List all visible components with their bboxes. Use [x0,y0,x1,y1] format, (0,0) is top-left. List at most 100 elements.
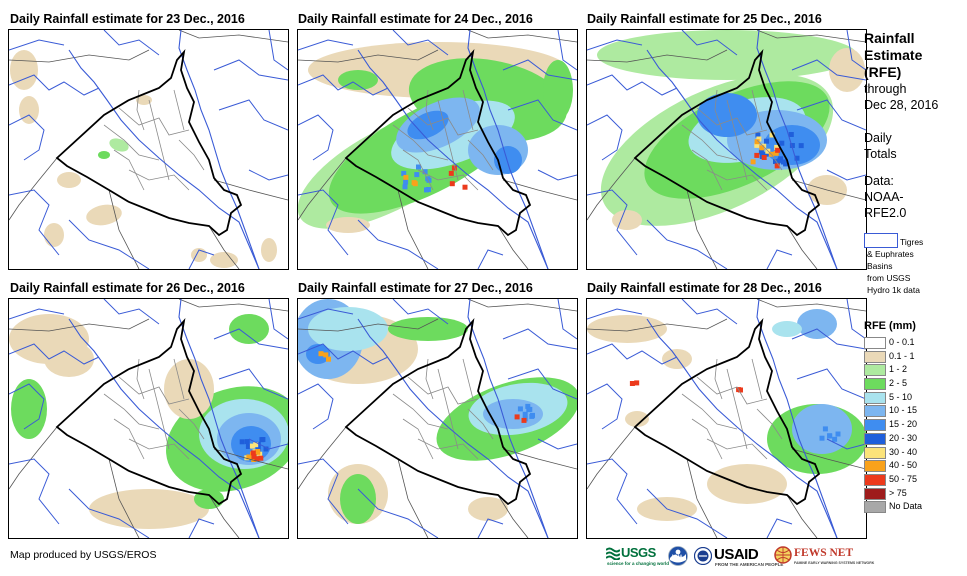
admin-boundary [681,124,738,161]
rain-cell [756,136,762,142]
basin-outline [298,39,354,51]
rain-cell [761,155,767,160]
rain-cell [738,387,743,393]
rain-area [625,411,649,427]
legend-swatch [864,419,886,432]
rainfall-map-dec-27 [297,298,578,539]
rain-area [10,50,38,90]
basin-outline [502,59,577,81]
rain-area [229,314,269,344]
admin-boundary [148,368,170,450]
country-border [786,494,818,538]
rain-area [57,172,81,188]
basin-outline [796,368,866,400]
country-border [9,318,150,332]
rain-cell [798,143,804,149]
admin-boundary [756,408,783,440]
euphrates-river [357,49,549,269]
basin-legend-text: Tigres & Euphrates Basins from USGS Hydr… [864,236,923,296]
legend-label: 1 - 2 [889,364,908,375]
rain-area [89,489,209,529]
usaid-logo: USAID FROM THE AMERICAN PEOPLE [694,545,783,567]
country-border [497,225,529,269]
admin-boundary [751,89,763,131]
rain-cell [764,138,769,144]
admin-boundary [118,107,190,136]
legend-label: 2 - 5 [889,378,908,389]
tigris-river [467,30,549,269]
basin-outline [9,114,45,161]
basin-outline [213,59,288,81]
iraq-border [633,318,821,506]
rain-area [797,309,837,339]
basin-outline [103,30,160,56]
rain-cell [246,454,252,460]
rain-cell [754,139,760,145]
basin-outline [298,343,389,365]
country-border [497,494,529,538]
admin-boundary [437,99,459,181]
rain-cell [755,132,761,138]
basin-outline [557,299,577,340]
basin-outline [68,488,150,538]
basin-outline [477,249,504,269]
noaa-emblem-icon [668,546,688,566]
rain-area [543,60,573,120]
basin-outline [507,368,577,400]
iraq-border [633,49,821,237]
data-line: Data: [864,174,894,188]
rain-area [19,96,39,124]
basin-outline [796,99,866,131]
country-border [9,49,150,63]
basin-outline [357,219,439,269]
admin-boundary [691,418,723,460]
rain-area [340,474,376,524]
admin-boundary [462,358,474,400]
iraq-border [55,318,243,506]
basin-outline [68,219,150,269]
rain-area [98,151,110,159]
rainfall-map-dec-26 [8,298,289,539]
title-line: Rainfall [864,30,915,46]
legend-swatch [864,378,886,391]
rain-cell [411,180,417,186]
basin-outline [587,383,623,430]
legend-label: 30 - 40 [889,446,918,457]
basin-outline [646,219,728,269]
rain-cell [414,172,420,178]
basin-outline [188,249,215,269]
basin-outline [791,59,866,81]
basin-outline [477,518,504,538]
iraq-border [55,49,243,237]
rain-cell [255,441,261,447]
rain-area [707,464,787,504]
rain-cell [451,165,457,171]
rain-cell [462,184,468,190]
country-border [9,157,58,221]
title-line: (RFE) [864,64,902,80]
panel-title-dec-28: Daily Rainfall estimate for 28 Dec., 201… [587,281,822,295]
admin-boundary [113,418,145,460]
legend-swatch [864,391,886,404]
rain-cell [527,406,533,412]
basin-outline [681,299,738,325]
usgs-logo: USGS science for a changing world [606,545,669,567]
country-border [298,426,347,490]
rain-cell [773,150,779,156]
basin-outline [392,30,449,56]
iraq-border [344,49,532,237]
admin-boundary [417,438,479,460]
panel-title-dec-27: Daily Rainfall estimate for 27 Dec., 201… [298,281,533,295]
tigris-river [756,30,838,269]
basin-outline [268,30,288,71]
basin-outline [587,343,678,365]
data-line: NOAA- [864,190,904,204]
country-border [178,30,288,43]
rain-cell [775,147,781,153]
basin-outline [298,114,334,161]
country-border [213,179,288,201]
admin-boundary [103,124,160,161]
basin-outline [218,368,288,400]
panel-title-dec-25: Daily Rainfall estimate for 25 Dec., 201… [587,12,822,26]
admin-boundary [706,438,768,460]
